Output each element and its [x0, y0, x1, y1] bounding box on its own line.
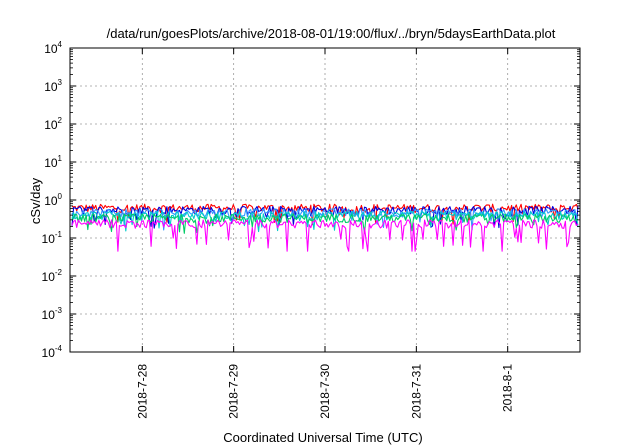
- plot-area: 10-4 10-3 10-2 10-1 100 101 102 103 104 2018-7-28…: [42, 40, 581, 419]
- x-tick-label: 2018-7-30: [318, 364, 332, 419]
- y-tick-label: 104: [44, 40, 62, 56]
- series-line-3: [71, 208, 579, 231]
- y-tick-label: 10-4: [42, 344, 63, 360]
- y-tick-label: 10-2: [42, 268, 63, 284]
- chart-title: /data/run/goesPlots/archive/2018-08-01/1…: [107, 26, 556, 41]
- x-tick-label: 2018-7-28: [135, 364, 149, 419]
- y-tick-label: 101: [44, 154, 62, 170]
- y-axis-label: cSv/day: [28, 177, 43, 224]
- y-tick-label: 102: [44, 116, 62, 132]
- series-line-6: [71, 219, 579, 252]
- y-tick-label: 10-3: [42, 306, 63, 322]
- x-axis-label: Coordinated Universal Time (UTC): [223, 430, 422, 445]
- x-tick-label: 2018-7-31: [409, 364, 423, 419]
- x-tick-label: 2018-8-1: [501, 364, 515, 412]
- y-tick-label: 103: [44, 78, 62, 94]
- x-tick-label: 2018-7-29: [227, 364, 241, 419]
- series-line-5: [71, 213, 579, 234]
- y-tick-label: 100: [44, 192, 62, 208]
- y-tick-label: 10-1: [42, 230, 63, 246]
